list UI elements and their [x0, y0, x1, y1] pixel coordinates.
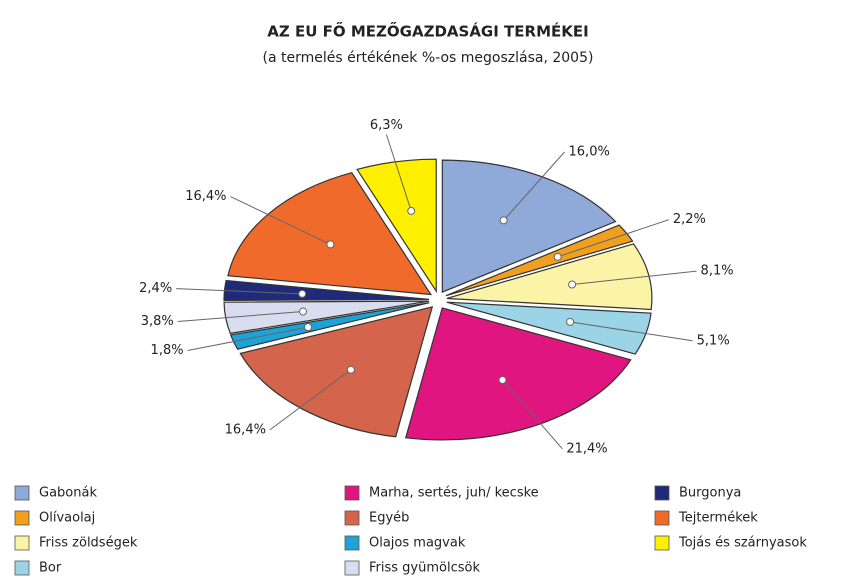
leader-line — [187, 326, 309, 351]
leader-dot — [568, 280, 577, 289]
chart-title: AZ EU FŐ MEZŐGAZDASÁGI TERMÉKEI — [267, 21, 588, 41]
pie-slice — [445, 224, 634, 297]
data-label: 16,4% — [185, 189, 226, 204]
legend-label: Olívaolaj — [39, 511, 95, 526]
legend-swatch — [14, 560, 30, 576]
legend-swatch — [14, 510, 30, 526]
pie-slice — [229, 302, 430, 350]
leader-line — [503, 151, 565, 221]
leader-dot — [299, 307, 308, 316]
data-label: 6,3% — [370, 118, 403, 133]
data-label: 2,4% — [139, 281, 172, 296]
leader-dot — [566, 317, 575, 326]
data-label: 16,0% — [569, 144, 610, 159]
leader-line — [502, 379, 563, 450]
legend-swatch — [654, 535, 670, 551]
legend-label: Tojás és szárnyasok — [678, 536, 807, 551]
leader-line — [557, 219, 670, 258]
leader-dot — [304, 323, 313, 332]
legend-label: Bor — [39, 561, 62, 576]
leader-dot — [407, 206, 416, 215]
leader-dot — [346, 365, 355, 374]
legend-swatch — [14, 535, 30, 551]
leader-line — [176, 288, 303, 295]
pie-slice — [404, 307, 632, 441]
leader-dot — [499, 216, 508, 225]
leader-line — [385, 134, 412, 212]
leader-line — [570, 321, 693, 342]
leader-dot — [553, 252, 562, 261]
leader-dot — [498, 375, 507, 384]
data-label: 21,4% — [566, 441, 607, 456]
leader-line — [230, 196, 331, 245]
legend-label: Olajos magvak — [369, 536, 466, 551]
pie-slice — [356, 158, 437, 294]
leader-line — [177, 311, 304, 322]
chart-subtitle: (a termelés értékének %-os megoszlása, 2… — [263, 50, 594, 66]
legend-swatch — [14, 485, 30, 501]
legend-label: Gabonák — [39, 486, 97, 501]
legend-swatch — [344, 485, 360, 501]
legend-label: Burgonya — [679, 486, 741, 501]
leader-dot — [298, 289, 307, 298]
legend-label: Friss gyümölcsök — [369, 561, 480, 576]
legend-swatch — [654, 485, 670, 501]
data-label: 3,8% — [141, 314, 174, 329]
legend-label: Marha, sertés, juh/ kecske — [369, 486, 539, 501]
legend-swatch — [344, 560, 360, 576]
pie-slice — [441, 159, 617, 294]
legend-swatch — [344, 510, 360, 526]
legend-label: Tejtermékek — [678, 511, 758, 526]
data-label: 8,1% — [701, 264, 734, 279]
legend-swatch — [344, 535, 360, 551]
pie-slice — [239, 306, 434, 438]
data-label: 2,2% — [673, 212, 706, 227]
leader-dot — [326, 240, 335, 249]
data-label: 16,4% — [225, 422, 266, 437]
leader-line — [269, 369, 352, 431]
leader-line — [572, 270, 697, 286]
pie-slice — [227, 172, 433, 296]
legend-label: Egyéb — [369, 511, 409, 526]
data-label: 1,8% — [151, 343, 184, 358]
legend-label: Friss zöldségek — [39, 536, 138, 551]
data-label: 5,1% — [697, 333, 730, 348]
legend-swatch — [654, 510, 670, 526]
